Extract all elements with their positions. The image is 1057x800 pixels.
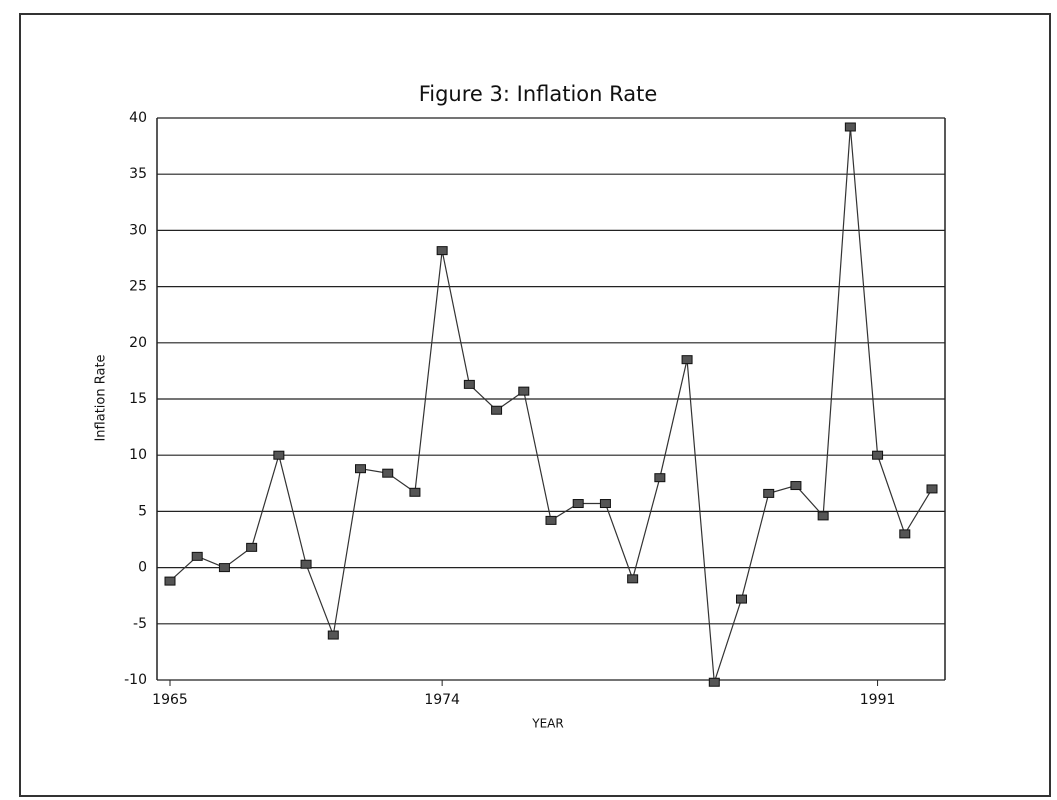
point-marker bbox=[681, 355, 693, 365]
x-tick-label: 1991 bbox=[860, 692, 896, 708]
x-axis-label: YEAR bbox=[531, 717, 563, 731]
point-marker bbox=[491, 405, 503, 415]
y-tick-label: 20 bbox=[129, 335, 147, 351]
point-marker bbox=[872, 450, 884, 460]
point-marker bbox=[382, 468, 394, 478]
series-line bbox=[169, 126, 933, 683]
y-tick-label: 30 bbox=[129, 222, 147, 238]
point-marker bbox=[355, 464, 366, 474]
point-marker bbox=[436, 246, 448, 256]
point-marker bbox=[300, 559, 312, 569]
point-marker bbox=[844, 122, 856, 132]
y-tick-label: -10 bbox=[124, 672, 147, 688]
point-marker bbox=[736, 594, 747, 604]
y-tick-label: 0 bbox=[138, 560, 147, 576]
y-tick-label: -5 bbox=[133, 616, 147, 632]
chart-title: Figure 3: Inflation Rate bbox=[419, 82, 658, 106]
point-marker bbox=[164, 576, 176, 586]
point-marker bbox=[790, 481, 802, 491]
point-marker bbox=[763, 488, 775, 498]
page-border bbox=[19, 13, 1051, 797]
point-marker bbox=[627, 574, 639, 584]
y-tick-label: 15 bbox=[129, 391, 147, 407]
point-marker bbox=[926, 484, 938, 494]
x-tick-label: 1965 bbox=[152, 692, 188, 708]
point-marker bbox=[273, 450, 285, 460]
y-tick-label: 5 bbox=[138, 503, 147, 519]
x-tick-label: 1974 bbox=[424, 692, 460, 708]
point-marker bbox=[817, 511, 829, 521]
y-tick-label: 35 bbox=[129, 166, 147, 182]
point-marker bbox=[518, 386, 530, 396]
point-marker bbox=[899, 529, 911, 539]
point-marker bbox=[218, 563, 230, 573]
point-marker bbox=[463, 379, 475, 389]
point-marker bbox=[545, 515, 557, 525]
point-marker bbox=[327, 630, 339, 640]
point-marker bbox=[708, 677, 720, 687]
y-tick-label: 25 bbox=[129, 279, 147, 295]
point-marker bbox=[654, 473, 666, 483]
point-marker bbox=[191, 551, 203, 561]
y-axis-label: Inflation Rate bbox=[94, 354, 109, 441]
point-marker bbox=[246, 542, 258, 552]
point-marker bbox=[572, 499, 584, 509]
y-tick-label: 40 bbox=[129, 110, 147, 126]
point-marker bbox=[599, 499, 611, 509]
y-tick-label: 10 bbox=[129, 447, 147, 463]
point-marker bbox=[409, 487, 421, 497]
